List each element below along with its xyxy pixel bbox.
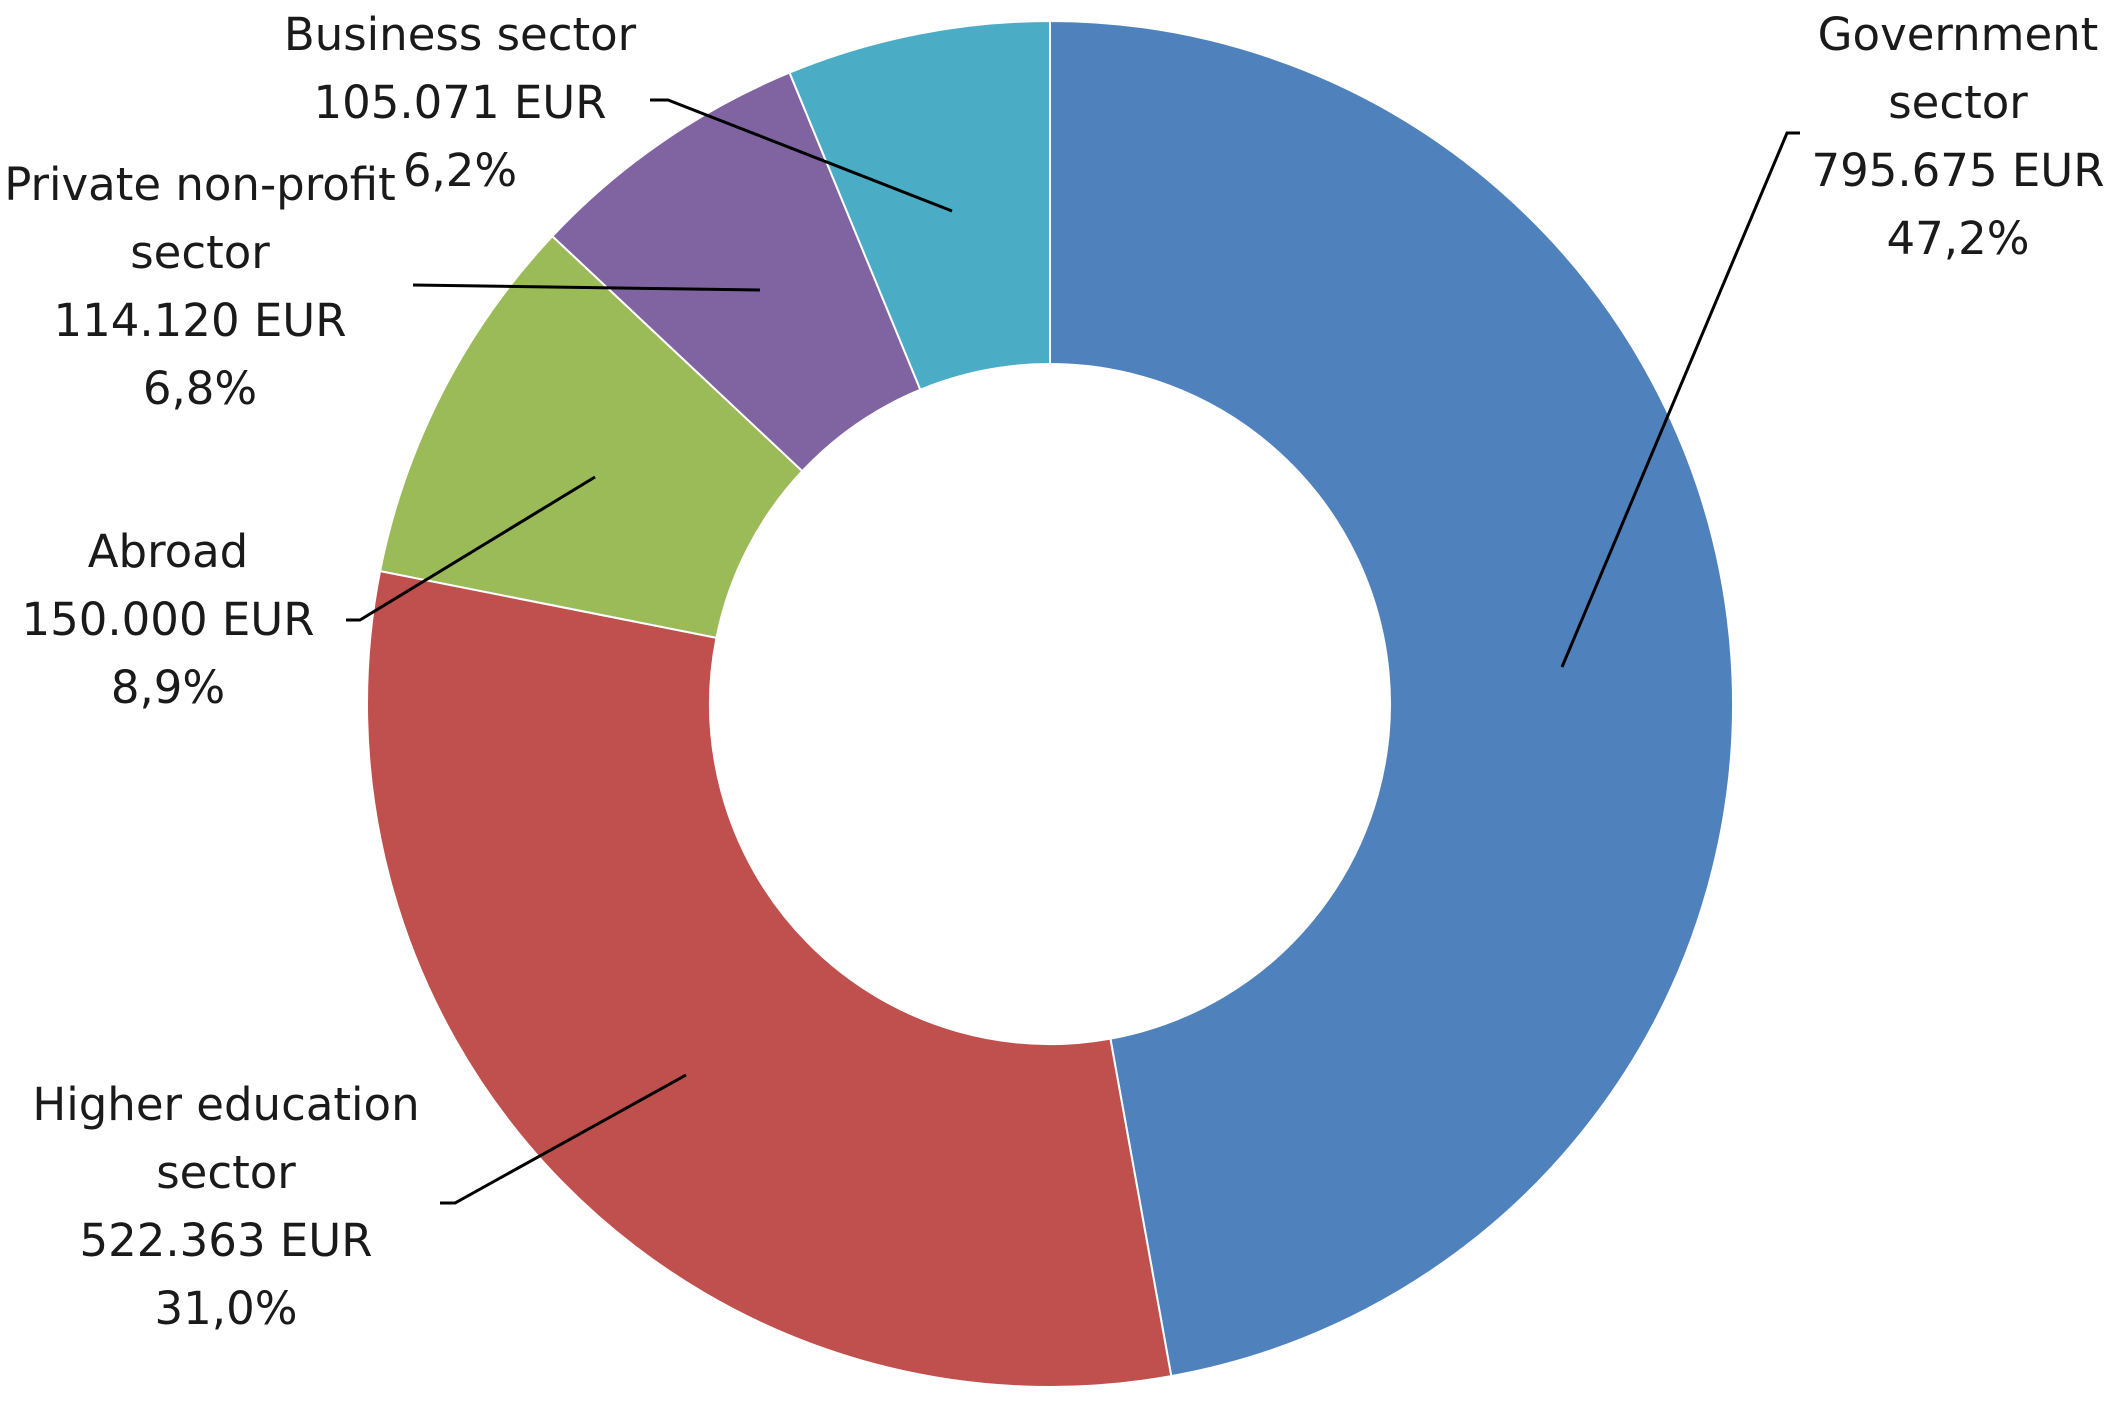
data-label-government-sector: Government sector 795.675 EUR 47,2% xyxy=(1811,8,2104,265)
data-label-value-line: 150.000 EUR xyxy=(21,593,314,646)
leader-lines-group xyxy=(346,98,1800,1205)
data-label-percent-line: 6,8% xyxy=(143,362,257,415)
data-label-category-line: sector xyxy=(130,226,270,279)
data-label-private-non-profit-sector: Private non-profit sector 114.120 EUR 6,8% xyxy=(4,158,396,415)
data-label-category-line: Higher education xyxy=(32,1078,419,1131)
data-label-category-line: Abroad xyxy=(88,525,249,578)
leader-line-private-non-profit-sector xyxy=(412,283,761,292)
data-label-category-line: sector xyxy=(1888,76,2028,129)
data-label-higher-education-sector: Higher education sector 522.363 EUR 31,0% xyxy=(32,1078,419,1335)
leader-line-business-sector xyxy=(650,98,953,213)
slices-group xyxy=(366,19,1734,1388)
leader-line-higher-education-sector xyxy=(440,1073,687,1205)
data-label-value-line: 105.071 EUR xyxy=(313,76,606,129)
data-label-value-line: 795.675 EUR xyxy=(1811,144,2104,197)
data-labels-group: Government sector 795.675 EUR 47,2% Higher e… xyxy=(4,8,2104,1335)
data-label-value-line: 522.363 EUR xyxy=(79,1214,372,1267)
leader-line-government-sector xyxy=(1560,131,1800,668)
data-label-value-line: 114.120 EUR xyxy=(53,294,346,347)
slice-abroad xyxy=(378,234,804,639)
leader-line-abroad xyxy=(346,475,596,622)
slice-higher-education-sector xyxy=(366,569,1173,1388)
slice-business-sector xyxy=(788,19,1051,392)
data-label-category-line: Private non-profit xyxy=(4,158,396,211)
data-label-category-line: sector xyxy=(156,1146,296,1199)
data-label-percent-line: 31,0% xyxy=(155,1282,298,1335)
data-label-category-line: Business sector xyxy=(284,8,637,61)
data-label-percent-line: 8,9% xyxy=(111,661,225,714)
data-label-percent-line: 47,2% xyxy=(1887,212,2030,265)
data-label-category-line: Government xyxy=(1818,8,2099,61)
slice-government-sector xyxy=(1049,19,1734,1378)
data-label-percent-line: 6,2% xyxy=(403,144,517,197)
data-label-business-sector: Business sector 105.071 EUR 6,2% xyxy=(284,8,637,197)
data-label-abroad: Abroad 150.000 EUR 8,9% xyxy=(21,525,314,714)
